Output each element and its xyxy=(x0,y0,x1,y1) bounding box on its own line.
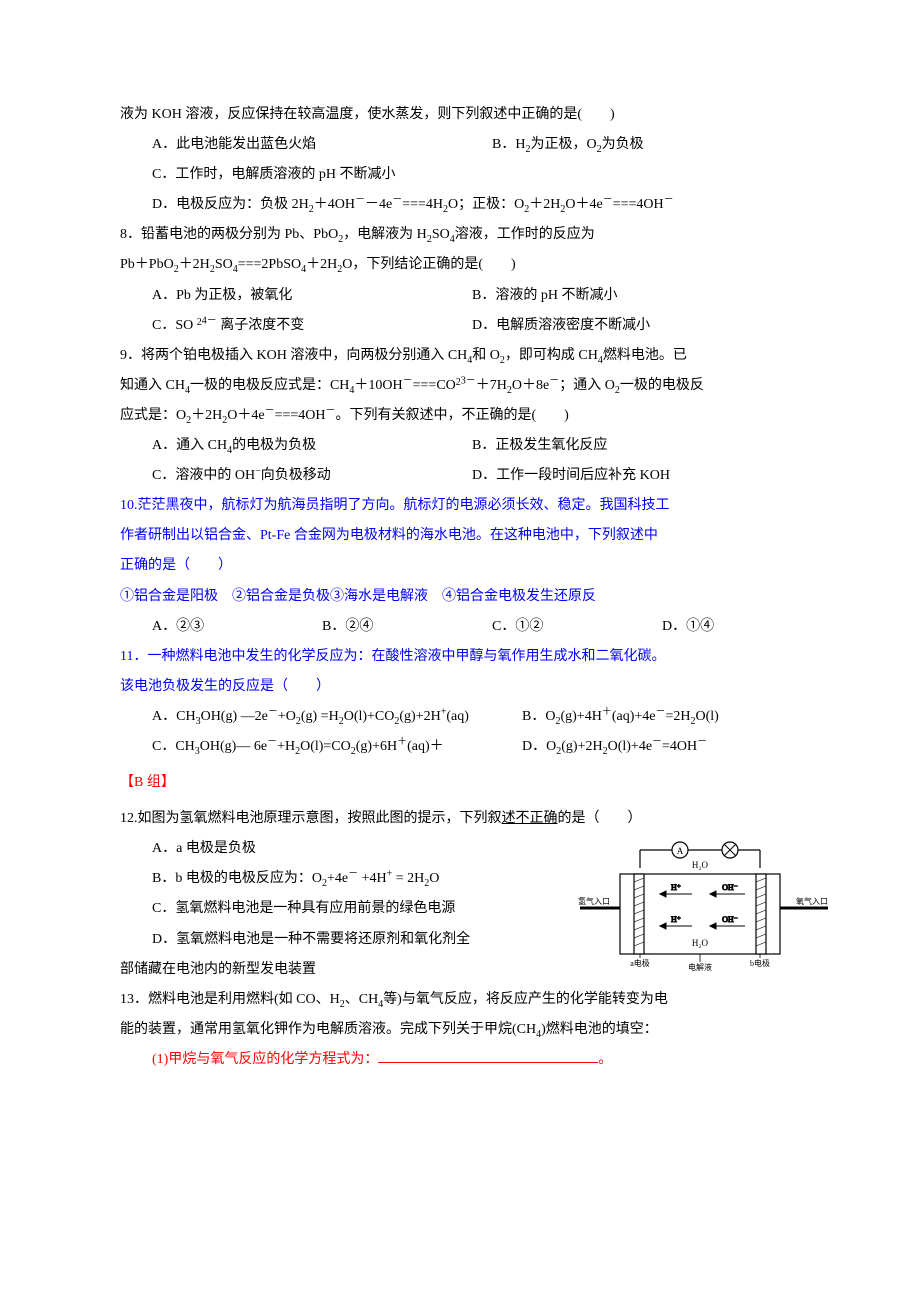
svg-text:OH⁻: OH⁻ xyxy=(722,915,738,924)
q9-line3: 应式是：O2＋2H2O＋4e－===4OH－。下列有关叙述中，不正确的是( ) xyxy=(120,401,810,431)
q8-stem-2: Pb＋PbO2＋2H2SO4===2PbSO4＋2H2O，下列结论正确的是( ) xyxy=(120,250,810,280)
q9-line2: 知通入 CH4一极的电极反应式是：CH4＋10OH－===CO23－＋7H2O＋… xyxy=(120,371,810,401)
q12-stem: 12.如图为氢氧燃料电池原理示意图，按照此图的提示，下列叙述不正确的是（ ） xyxy=(120,804,810,834)
q11-line1: 11．一种燃料电池中发生的化学反应为：在酸性溶液中甲醇与氧作用生成水和二氧化碳。 xyxy=(120,642,810,672)
o2-inlet-label: 氧气入口 xyxy=(796,896,828,906)
h2-inlet-label: 氢气入口 xyxy=(578,896,610,906)
q7-opt-c: C．工作时，电解质溶液的 pH 不断减小 xyxy=(120,160,810,190)
q9-line1: 9．将两个铂电极插入 KOH 溶液中，向两极分别通入 CH4和 O2，即可构成 … xyxy=(120,341,810,371)
bottom-h2o-label: H₂O xyxy=(692,938,709,948)
q8-stem-1: 8．铅蓄电池的两极分别为 Pb、PbO2，电解液为 H2SO4溶液，工作时的反应… xyxy=(120,220,810,250)
q12-opt-c: C．氢氧燃料电池是一种具有应用前景的绿色电源 xyxy=(120,894,520,924)
q7-opt-b: B．H2为正极，O2为负极 xyxy=(492,130,644,160)
q11-line2: 该电池负极发生的反应是（ ） xyxy=(120,672,810,702)
group-b-heading: 【B 组】 xyxy=(120,768,810,798)
q10-opt-a: A．②③ xyxy=(152,612,322,642)
q9-opt-b: B．正极发生氧化反应 xyxy=(472,431,607,461)
svg-text:H⁺: H⁺ xyxy=(671,883,681,892)
q7-stem-cont: 液为 KOH 溶液，反应保持在较高温度，使水蒸发，则下列叙述中正确的是( ) xyxy=(120,100,810,130)
electrolyte-label: 电解液 xyxy=(688,962,712,972)
svg-text:OH⁻: OH⁻ xyxy=(722,883,738,892)
q13-sub1: (1)甲烷与氧气反应的化学方程式为：。 xyxy=(120,1045,810,1075)
q7-opt-a: A．此电池能发出蓝色火焰 xyxy=(152,130,492,160)
q8-opt-d: D．电解质溶液密度不断减小 xyxy=(472,311,650,341)
q12-opt-b: B．b 电极的电极反应为：O2+4e－ +4H+ = 2H2O xyxy=(120,864,520,894)
q10-line2: 作者研制出以铝合金、Pt-Fe 合金网为电极材料的海水电池。在这种电池中，下列叙… xyxy=(120,521,810,551)
q8-opt-b: B．溶液的 pH 不断减小 xyxy=(472,281,617,311)
q8-opt-c: C．SO 24－ 离子浓度不变 xyxy=(152,311,472,341)
top-h2o-label: H₂O xyxy=(692,860,709,870)
q9-opt-a: A．通入 CH4的电极为负极 xyxy=(152,431,472,461)
answer-blank[interactable] xyxy=(378,1048,598,1063)
q10-opt-b: B．②④ xyxy=(322,612,492,642)
q13-line2: 能的装置，通常用氢氧化钾作为电解质溶液。完成下列关于甲烷(CH4)燃料电池的填空… xyxy=(120,1015,810,1045)
ammeter-label: A xyxy=(677,846,684,856)
q12-opt-d: D．氢氧燃料电池是一种不需要将还原剂和氧化剂全 xyxy=(120,925,520,955)
svg-text:H⁺: H⁺ xyxy=(671,915,681,924)
q11-opt-b: B．O2(g)+4H＋(aq)+4e－=2H2O(l) xyxy=(522,702,719,732)
q11-opt-c: C．CH3OH(g)― 6e－+H2O(l)=CO2(g)+6H＋(aq)＋ xyxy=(152,732,522,762)
b-electrode-label: b电极 xyxy=(750,958,770,968)
q10-opt-d: D．①④ xyxy=(662,612,714,642)
q9-opt-d: D．工作一段时间后应补充 KOH xyxy=(472,461,670,491)
a-electrode-label: a电极 xyxy=(630,958,650,968)
q10-opt-c: C．①② xyxy=(492,612,662,642)
q7-opt-d: D．电极反应为：负极 2H2＋4OH－－4e－===4H2O；正极：O2＋2H2… xyxy=(120,190,810,220)
q11-opt-d: D．O2(g)+2H2O(l)+4e－=4OH－ xyxy=(522,732,707,762)
q9-opt-c: C．溶液中的 OH−向负极移动 xyxy=(152,461,472,491)
q10-line1: 10.茫茫黑夜中，航标灯为航海员指明了方向。航标灯的电源必须长效、稳定。我国科技… xyxy=(120,491,810,521)
q11-opt-a: A．CH3OH(g) ―2e－+O2(g) =H2O(l)+CO2(g)+2H+… xyxy=(152,702,522,732)
fuel-cell-diagram: A H₂O 氢气入 xyxy=(560,838,840,978)
q10-line3: 正确的是（ ） xyxy=(120,551,810,581)
q8-opt-a: A．Pb 为正极，被氧化 xyxy=(152,281,472,311)
q12-opt-a: A．a 电极是负极 xyxy=(120,834,520,864)
q13-line1: 13．燃料电池是利用燃料(如 CO、H2、CH4等)与氧气反应，将反应产生的化学… xyxy=(120,985,810,1015)
q10-opts-line: ①铝合金是阳极 ②铝合金是负极③海水是电解液 ④铝合金电极发生还原反 xyxy=(120,582,810,612)
